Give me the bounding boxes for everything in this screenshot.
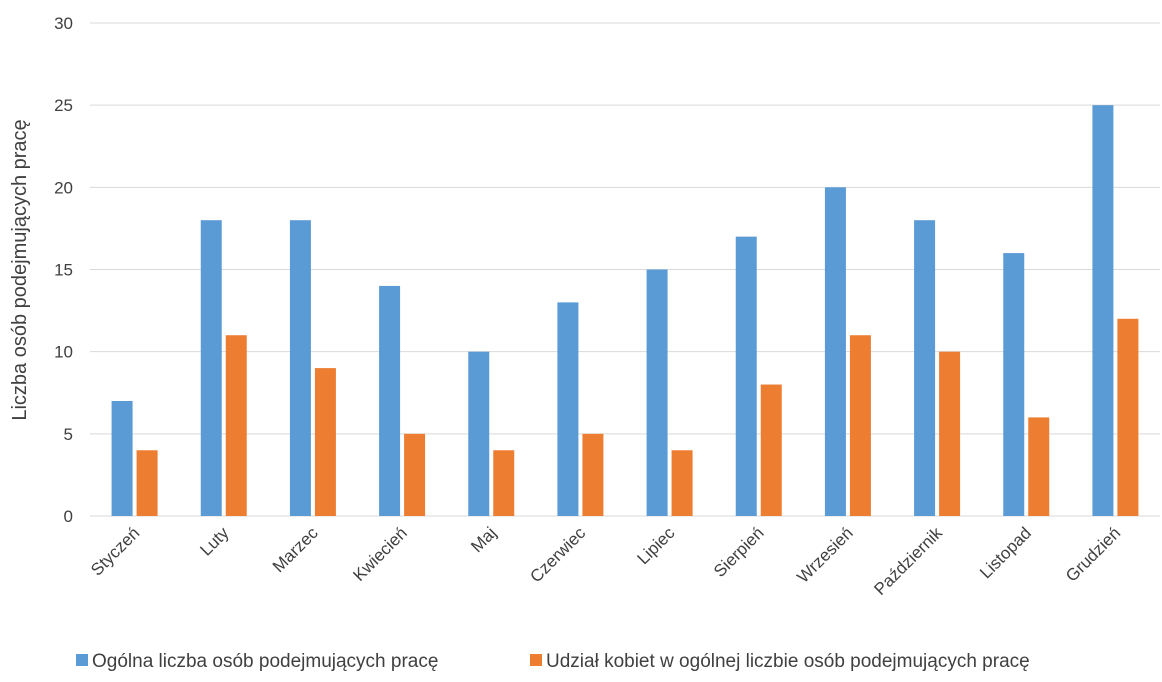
legend-label: Ogólna liczba osób podejmujących pracę (92, 651, 438, 672)
bar-series-1 (735, 236, 757, 516)
bar-series-2 (225, 335, 247, 516)
y-tick-label: 20 (54, 178, 73, 197)
legend-swatch (76, 654, 88, 666)
x-tick-label: Sierpień (710, 523, 768, 581)
x-tick-label: Marzec (269, 523, 322, 576)
legend-item-2: Udział kobiet w ogólnej liczbie osób pod… (530, 651, 1030, 672)
y-axis-ticks: 0 5 10 15 20 25 30 (54, 14, 73, 526)
y-axis-title: Liczba osób podejmujących pracę (9, 119, 31, 420)
gridlines (90, 22, 1160, 517)
x-tick-label: Październik (870, 523, 946, 599)
x-tick-label: Lipiec (634, 523, 679, 568)
y-tick-label: 15 (54, 261, 73, 280)
bar-series-1 (914, 220, 936, 516)
bar-series-2 (136, 450, 158, 516)
bar-series-2 (671, 450, 693, 516)
x-tick-label: Maj (467, 523, 500, 556)
bars (111, 105, 1139, 517)
x-tick-label: Czerwiec (526, 523, 589, 586)
x-tick-label: Kwiecień (349, 523, 411, 585)
x-tick-label: Grudzień (1062, 523, 1124, 585)
legend: Ogólna liczba osób podejmujących pracę Ud… (76, 651, 1030, 672)
y-tick-label: 10 (54, 343, 73, 362)
bar-series-2 (582, 433, 604, 516)
bar-series-1 (646, 269, 668, 516)
bar-series-2 (939, 351, 961, 516)
legend-swatch (530, 654, 542, 666)
bar-series-1 (557, 302, 579, 516)
y-tick-label: 0 (64, 507, 73, 526)
bar-series-2 (760, 384, 782, 516)
bar-series-1 (468, 351, 490, 516)
legend-item-1: Ogólna liczba osób podejmujących pracę (76, 651, 438, 672)
bar-series-2 (404, 433, 426, 516)
bar-series-1 (289, 220, 311, 516)
bar-series-1 (1092, 105, 1114, 517)
bar-series-1 (1003, 253, 1025, 517)
legend-label: Udział kobiet w ogólnej liczbie osób pod… (546, 651, 1030, 672)
bar-series-1 (379, 285, 401, 516)
bar-series-2 (1028, 417, 1050, 516)
bar-series-2 (1117, 318, 1139, 516)
y-tick-label: 5 (64, 425, 73, 444)
y-tick-label: 25 (54, 96, 73, 115)
bar-series-2 (493, 450, 515, 516)
bar-series-2 (314, 368, 336, 516)
bar-series-2 (849, 335, 871, 516)
x-tick-label: Listopad (976, 523, 1035, 582)
bar-series-1 (200, 220, 222, 516)
x-tick-label: Wrzesień (793, 523, 856, 586)
bar-series-1 (824, 187, 846, 517)
x-tick-label: Styczeń (87, 523, 143, 579)
x-axis-ticks: Styczeń Luty Marzec Kwiecień Maj Czerwiec Lipi… (87, 523, 1124, 599)
y-tick-label: 30 (54, 14, 73, 33)
x-tick-label: Luty (196, 523, 233, 560)
bar-series-1 (111, 400, 133, 516)
